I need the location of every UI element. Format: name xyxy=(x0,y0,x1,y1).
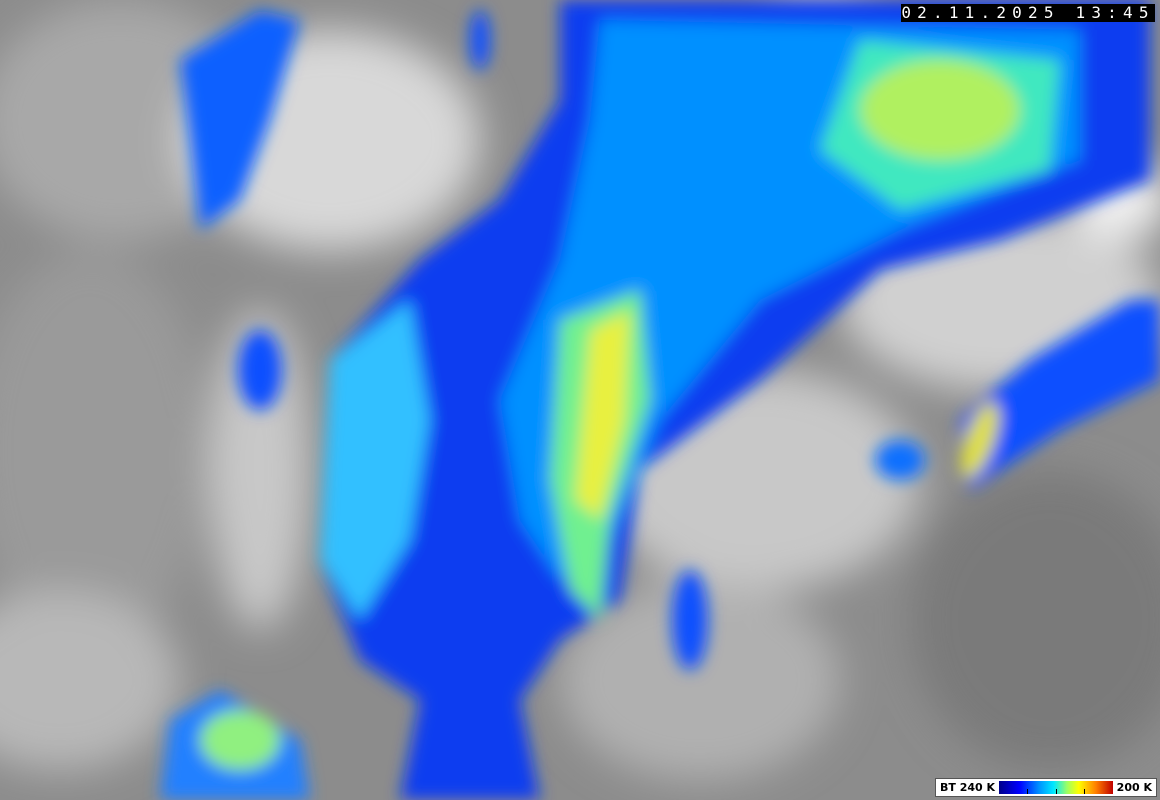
timestamp: 02.11.2025 13:45 xyxy=(901,3,1155,22)
legend-low-label: BT 240 K xyxy=(940,781,996,794)
legend-tick xyxy=(1055,789,1057,794)
legend-color-bar xyxy=(999,781,1113,794)
color-scale-legend: BT 240 K 200 K xyxy=(935,778,1157,797)
legend-tick xyxy=(1027,789,1029,794)
cold-cloud-tops xyxy=(160,0,1160,800)
legend-tick xyxy=(1084,789,1086,794)
legend-high-label: 200 K xyxy=(1116,781,1152,794)
